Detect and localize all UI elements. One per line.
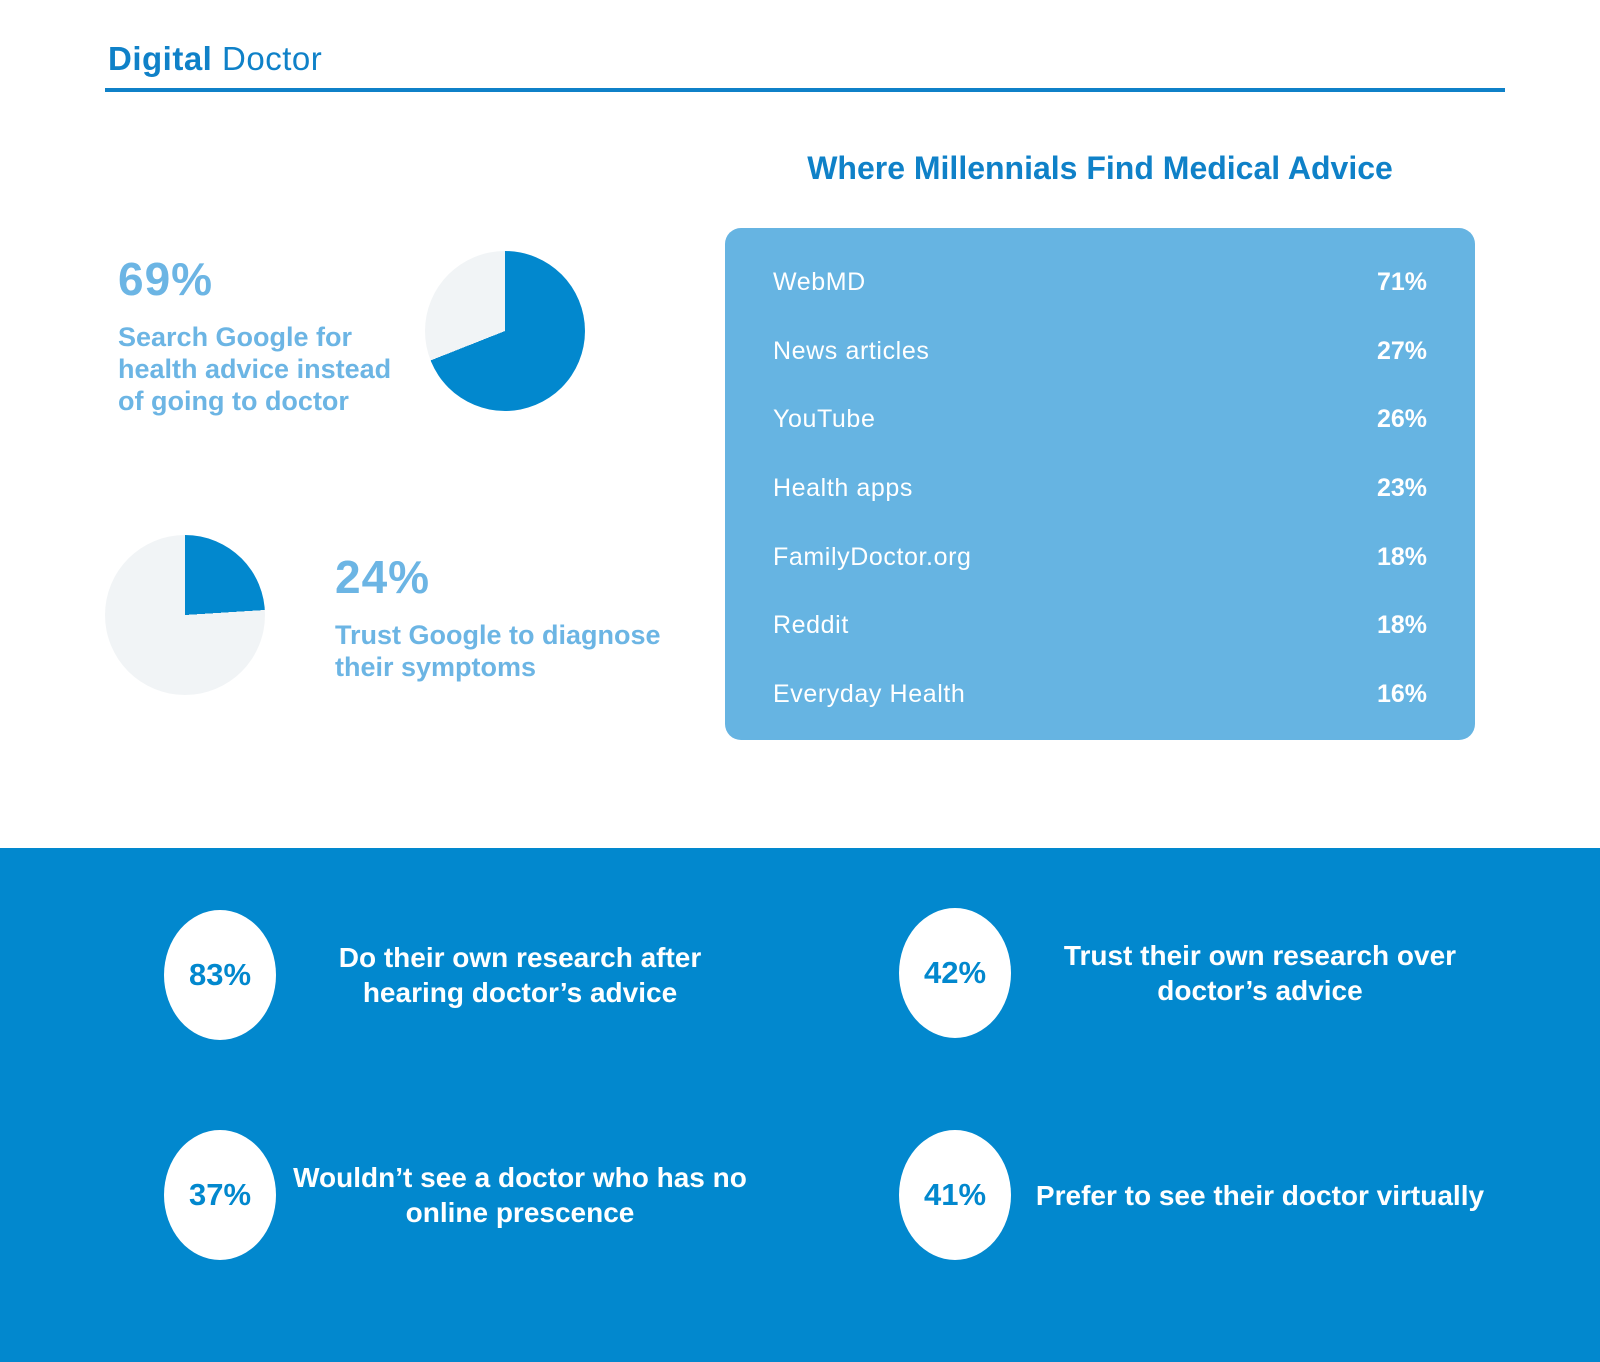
advice-table-row: Everyday Health 16%	[773, 680, 1427, 709]
advice-source: Everyday Health	[773, 679, 966, 708]
stat-circle-no-online-presence: 37%	[164, 1130, 276, 1260]
stat-trust-google-label: Trust Google to diagnose their symptoms	[335, 620, 661, 682]
page-title-light: Doctor	[222, 40, 323, 77]
advice-source: News articles	[773, 336, 930, 365]
advice-source: WebMD	[773, 268, 866, 296]
advice-percent: 71%	[1376, 268, 1427, 296]
advice-percent: 18%	[1376, 611, 1427, 640]
advice-table: WebMD 71% News articles 27% YouTube 26% …	[725, 228, 1475, 740]
stat-search-google-label: Search Google for health advice instead …	[118, 322, 392, 416]
advice-source: Health apps	[773, 473, 914, 502]
advice-source: FamilyDoctor.org	[773, 542, 972, 571]
stat-search-google-value: 69%	[118, 253, 214, 305]
stat-label-no-online-presence: Wouldn’t see a doctor who has no online …	[293, 1162, 747, 1228]
advice-table-title: Where Millennials Find Medical Advice	[807, 150, 1393, 186]
pie-chart-trust-google	[105, 535, 265, 695]
advice-percent: 18%	[1376, 542, 1427, 571]
advice-table-row: FamilyDoctor.org 18%	[773, 543, 1427, 572]
advice-table-row: WebMD 71%	[773, 268, 1427, 297]
page-title: Digital Doctor	[108, 40, 322, 78]
advice-percent: 16%	[1376, 679, 1427, 708]
advice-percent: 27%	[1376, 336, 1427, 365]
stat-circle-see-doctor-virtually: 41%	[899, 1130, 1011, 1260]
advice-percent: 26%	[1376, 405, 1427, 434]
bottom-stats-section: 83% Do their own research after hearing …	[0, 848, 1600, 1362]
stat-circle-trust-own-research: 42%	[899, 908, 1011, 1038]
stat-trust-google: 24% Trust Google to diagnose their sympt…	[335, 550, 685, 684]
advice-source: YouTube	[773, 405, 876, 434]
advice-table-row: Health apps 23%	[773, 474, 1427, 503]
stat-circle-own-research: 83%	[164, 910, 276, 1040]
page-title-bold: Digital	[108, 40, 213, 77]
stat-label-own-research: Do their own research after hearing doct…	[338, 942, 702, 1008]
advice-table-row: Reddit 18%	[773, 611, 1427, 640]
advice-source: Reddit	[773, 611, 849, 640]
stat-label-see-doctor-virtually: Prefer to see their doctor virtually	[1035, 1179, 1485, 1211]
header-underline	[105, 88, 1505, 92]
pie-chart-search-google	[425, 251, 585, 411]
stat-search-google: 69% Search Google for health advice inst…	[118, 252, 418, 418]
advice-percent: 23%	[1376, 473, 1427, 502]
stat-trust-google-value: 24%	[335, 551, 431, 603]
advice-table-row: News articles 27%	[773, 337, 1427, 366]
stat-label-trust-own-research: Trust their own research over doctor’s a…	[1063, 940, 1457, 1006]
advice-table-row: YouTube 26%	[773, 405, 1427, 434]
